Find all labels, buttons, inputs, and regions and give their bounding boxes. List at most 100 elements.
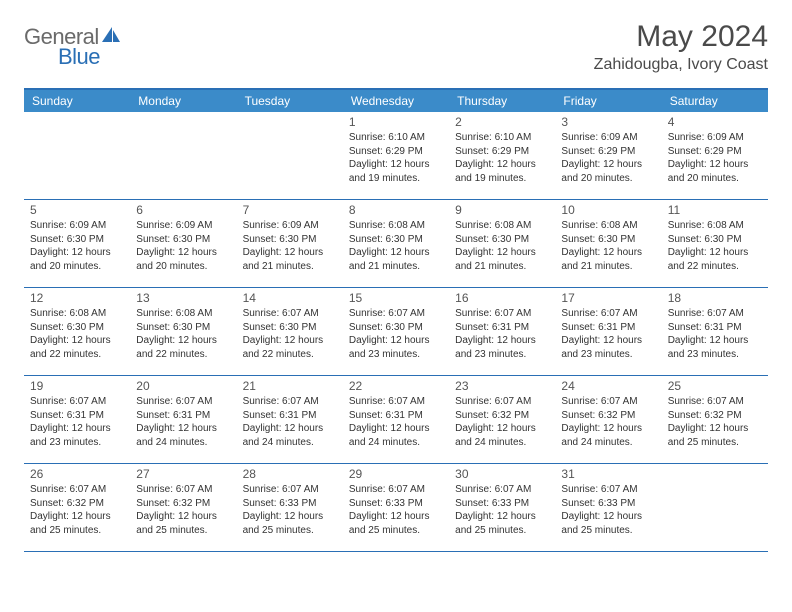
day-cell: 1 Sunrise: 6:10 AMSunset: 6:29 PMDaylight… (343, 112, 449, 199)
day-cell: 26 Sunrise: 6:07 AMSunset: 6:32 PMDayligh… (24, 464, 130, 551)
location: Zahidougba, Ivory Coast (594, 56, 768, 74)
day-cell: 30Sunrise: 6:07 AMSunset: 6:33 PMDayligh… (449, 464, 555, 551)
day-cell: 31 Sunrise: 6:07 AMSunset: 6:33 PMDayligh… (555, 464, 661, 551)
day-details: Sunrise: 6:10 AMSunset: 6:29 PMDaylight:… (349, 131, 443, 185)
day-cell: 11 Sunrise: 6:08 AMSunset: 6:30 PMDayligh… (662, 200, 768, 287)
day-cell: 4 Sunrise: 6:09 AMSunset: 6:29 PMDaylight… (662, 112, 768, 199)
day-cell (237, 112, 343, 199)
day-details: Sunrise: 6:08 AMSunset: 6:30 PMDaylight:… (561, 219, 655, 273)
day-number: 4 (668, 115, 762, 129)
day-number: 12 (30, 291, 124, 305)
day-cell: 29Sunrise: 6:07 AMSunset: 6:33 PMDayligh… (343, 464, 449, 551)
day-details: Sunrise: 6:07 AMSunset: 6:32 PMDaylight:… (455, 395, 549, 449)
weekday-header: Monday (130, 90, 236, 112)
day-details: Sunrise: 6:07 AMSunset: 6:31 PMDaylight:… (455, 307, 549, 361)
header: General General Blue May 2024 Zahidougba… (24, 20, 768, 74)
day-cell: 19Sunrise: 6:07 AMSunset: 6:31 PMDayligh… (24, 376, 130, 463)
day-details: Sunrise: 6:07 AMSunset: 6:32 PMDaylight:… (30, 483, 124, 537)
logo-sail-icon-2 (101, 26, 123, 49)
day-details: Sunrise: 6:07 AMSunset: 6:31 PMDaylight:… (561, 307, 655, 361)
day-number: 21 (243, 379, 337, 393)
day-cell: 24Sunrise: 6:07 AMSunset: 6:32 PMDayligh… (555, 376, 661, 463)
day-number: 29 (349, 467, 443, 481)
weekday-header: Saturday (662, 90, 768, 112)
day-details: Sunrise: 6:07 AMSunset: 6:30 PMDaylight:… (243, 307, 337, 361)
day-details: Sunrise: 6:07 AMSunset: 6:31 PMDaylight:… (243, 395, 337, 449)
day-details: Sunrise: 6:07 AMSunset: 6:33 PMDaylight:… (561, 483, 655, 537)
day-number: 3 (561, 115, 655, 129)
header-right: May 2024 Zahidougba, Ivory Coast (594, 20, 768, 74)
day-number: 25 (668, 379, 762, 393)
day-number: 28 (243, 467, 337, 481)
day-cell (662, 464, 768, 551)
day-cell: 7Sunrise: 6:09 AMSunset: 6:30 PMDaylight… (237, 200, 343, 287)
day-cell: 14Sunrise: 6:07 AMSunset: 6:30 PMDayligh… (237, 288, 343, 375)
day-number: 9 (455, 203, 549, 217)
calendar: SundayMondayTuesdayWednesdayThursdayFrid… (24, 88, 768, 552)
logo-text-blue: Blue (58, 44, 100, 70)
day-number: 30 (455, 467, 549, 481)
day-details: Sunrise: 6:07 AMSunset: 6:31 PMDaylight:… (30, 395, 124, 449)
day-number: 8 (349, 203, 443, 217)
day-number: 24 (561, 379, 655, 393)
day-cell: 13Sunrise: 6:08 AMSunset: 6:30 PMDayligh… (130, 288, 236, 375)
day-number: 23 (455, 379, 549, 393)
day-details: Sunrise: 6:08 AMSunset: 6:30 PMDaylight:… (349, 219, 443, 273)
day-cell: 10Sunrise: 6:08 AMSunset: 6:30 PMDayligh… (555, 200, 661, 287)
weekday-row: SundayMondayTuesdayWednesdayThursdayFrid… (24, 90, 768, 112)
day-cell: 8 Sunrise: 6:08 AMSunset: 6:30 PMDaylight… (343, 200, 449, 287)
day-details: Sunrise: 6:10 AMSunset: 6:29 PMDaylight:… (455, 131, 549, 185)
day-number: 11 (668, 203, 762, 217)
day-cell: 18 Sunrise: 6:07 AMSunset: 6:31 PMDayligh… (662, 288, 768, 375)
day-cell: 6 Sunrise: 6:09 AMSunset: 6:30 PMDaylight… (130, 200, 236, 287)
day-cell: 5 Sunrise: 6:09 AMSunset: 6:30 PMDaylight… (24, 200, 130, 287)
day-number: 1 (349, 115, 443, 129)
weekday-header: Tuesday (237, 90, 343, 112)
day-details: Sunrise: 6:07 AMSunset: 6:31 PMDaylight:… (349, 395, 443, 449)
day-cell: 22 Sunrise: 6:07 AMSunset: 6:31 PMDayligh… (343, 376, 449, 463)
day-cell: 2 Sunrise: 6:10 AMSunset: 6:29 PMDaylight… (449, 112, 555, 199)
day-cell (130, 112, 236, 199)
day-cell: 27 Sunrise: 6:07 AMSunset: 6:32 PMDayligh… (130, 464, 236, 551)
weekday-header: Wednesday (343, 90, 449, 112)
day-details: Sunrise: 6:07 AMSunset: 6:32 PMDaylight:… (668, 395, 762, 449)
day-number: 2 (455, 115, 549, 129)
day-cell: 9Sunrise: 6:08 AMSunset: 6:30 PMDaylight… (449, 200, 555, 287)
day-cell: 25 Sunrise: 6:07 AMSunset: 6:32 PMDayligh… (662, 376, 768, 463)
week-row: 19Sunrise: 6:07 AMSunset: 6:31 PMDayligh… (24, 376, 768, 464)
weekday-header: Friday (555, 90, 661, 112)
day-cell: 12 Sunrise: 6:08 AMSunset: 6:30 PMDayligh… (24, 288, 130, 375)
day-cell: 20Sunrise: 6:07 AMSunset: 6:31 PMDayligh… (130, 376, 236, 463)
day-details: Sunrise: 6:09 AMSunset: 6:29 PMDaylight:… (668, 131, 762, 185)
day-number: 16 (455, 291, 549, 305)
week-row: 5 Sunrise: 6:09 AMSunset: 6:30 PMDaylight… (24, 200, 768, 288)
day-details: Sunrise: 6:08 AMSunset: 6:30 PMDaylight:… (668, 219, 762, 273)
month-title: May 2024 (594, 20, 768, 54)
day-number: 27 (136, 467, 230, 481)
day-details: Sunrise: 6:07 AMSunset: 6:32 PMDaylight:… (136, 483, 230, 537)
day-cell: 3Sunrise: 6:09 AMSunset: 6:29 PMDaylight… (555, 112, 661, 199)
week-row: 1 Sunrise: 6:10 AMSunset: 6:29 PMDaylight… (24, 112, 768, 200)
day-number: 15 (349, 291, 443, 305)
day-details: Sunrise: 6:08 AMSunset: 6:30 PMDaylight:… (30, 307, 124, 361)
day-number: 7 (243, 203, 337, 217)
weekday-header: Sunday (24, 90, 130, 112)
weeks-container: 1 Sunrise: 6:10 AMSunset: 6:29 PMDaylight… (24, 112, 768, 552)
week-row: 26 Sunrise: 6:07 AMSunset: 6:32 PMDayligh… (24, 464, 768, 552)
day-cell (24, 112, 130, 199)
day-number: 6 (136, 203, 230, 217)
day-details: Sunrise: 6:09 AMSunset: 6:30 PMDaylight:… (30, 219, 124, 273)
day-cell: 23 Sunrise: 6:07 AMSunset: 6:32 PMDayligh… (449, 376, 555, 463)
day-cell: 21 Sunrise: 6:07 AMSunset: 6:31 PMDayligh… (237, 376, 343, 463)
day-details: Sunrise: 6:09 AMSunset: 6:30 PMDaylight:… (136, 219, 230, 273)
weekday-header: Thursday (449, 90, 555, 112)
day-details: Sunrise: 6:07 AMSunset: 6:31 PMDaylight:… (136, 395, 230, 449)
day-details: Sunrise: 6:07 AMSunset: 6:30 PMDaylight:… (349, 307, 443, 361)
day-details: Sunrise: 6:07 AMSunset: 6:31 PMDaylight:… (668, 307, 762, 361)
day-number: 5 (30, 203, 124, 217)
day-number: 22 (349, 379, 443, 393)
day-number: 31 (561, 467, 655, 481)
day-number: 26 (30, 467, 124, 481)
day-number: 18 (668, 291, 762, 305)
day-number: 17 (561, 291, 655, 305)
